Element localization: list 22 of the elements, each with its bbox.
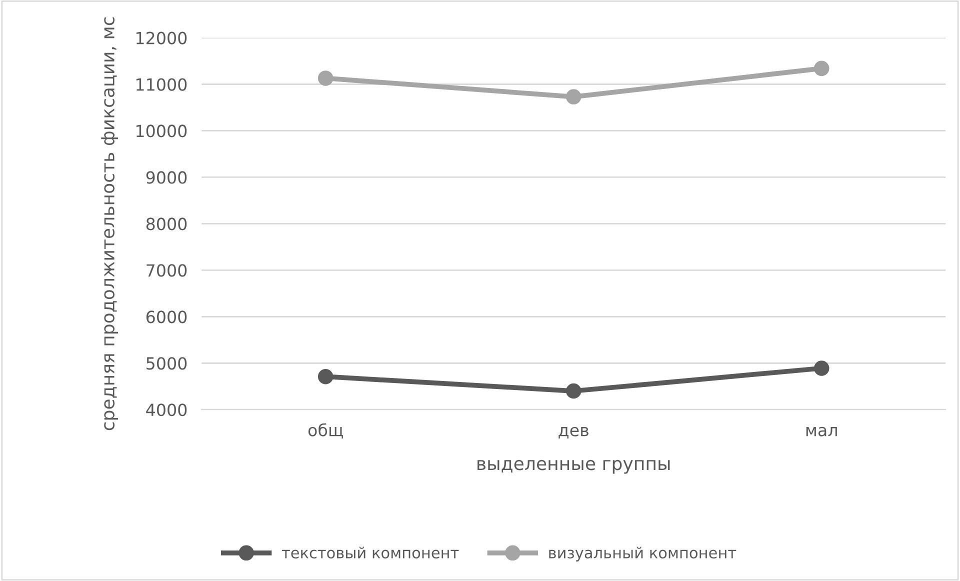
legend-label: текстовый компонент <box>282 546 459 558</box>
y-tick-label: 4000 <box>146 404 187 416</box>
y-tick-label: 9000 <box>146 171 187 184</box>
y-tick-label: 11000 <box>136 78 187 91</box>
point <box>814 60 830 76</box>
point <box>566 89 582 104</box>
x-tick-label: общ <box>308 423 343 438</box>
x-axis-title: выделенные группы <box>478 460 670 474</box>
point <box>318 70 334 86</box>
x-tick-label: мал <box>806 426 837 436</box>
y-tick-label: 8000 <box>146 218 187 230</box>
point <box>566 383 582 399</box>
y-tick-label: 6000 <box>146 310 187 324</box>
y-tick-label: 12000 <box>136 32 187 44</box>
y-tick-label: 5000 <box>146 357 187 370</box>
y-axis-title: средняя продолжительность фиксации, мс <box>101 17 118 430</box>
x-tick-label: дев <box>558 426 588 438</box>
legend-label: визуальный компонент <box>549 546 736 562</box>
point <box>814 360 830 376</box>
y-tick-label: 7000 <box>146 264 187 277</box>
y-tick-label: 10000 <box>136 124 187 138</box>
point <box>318 368 334 384</box>
